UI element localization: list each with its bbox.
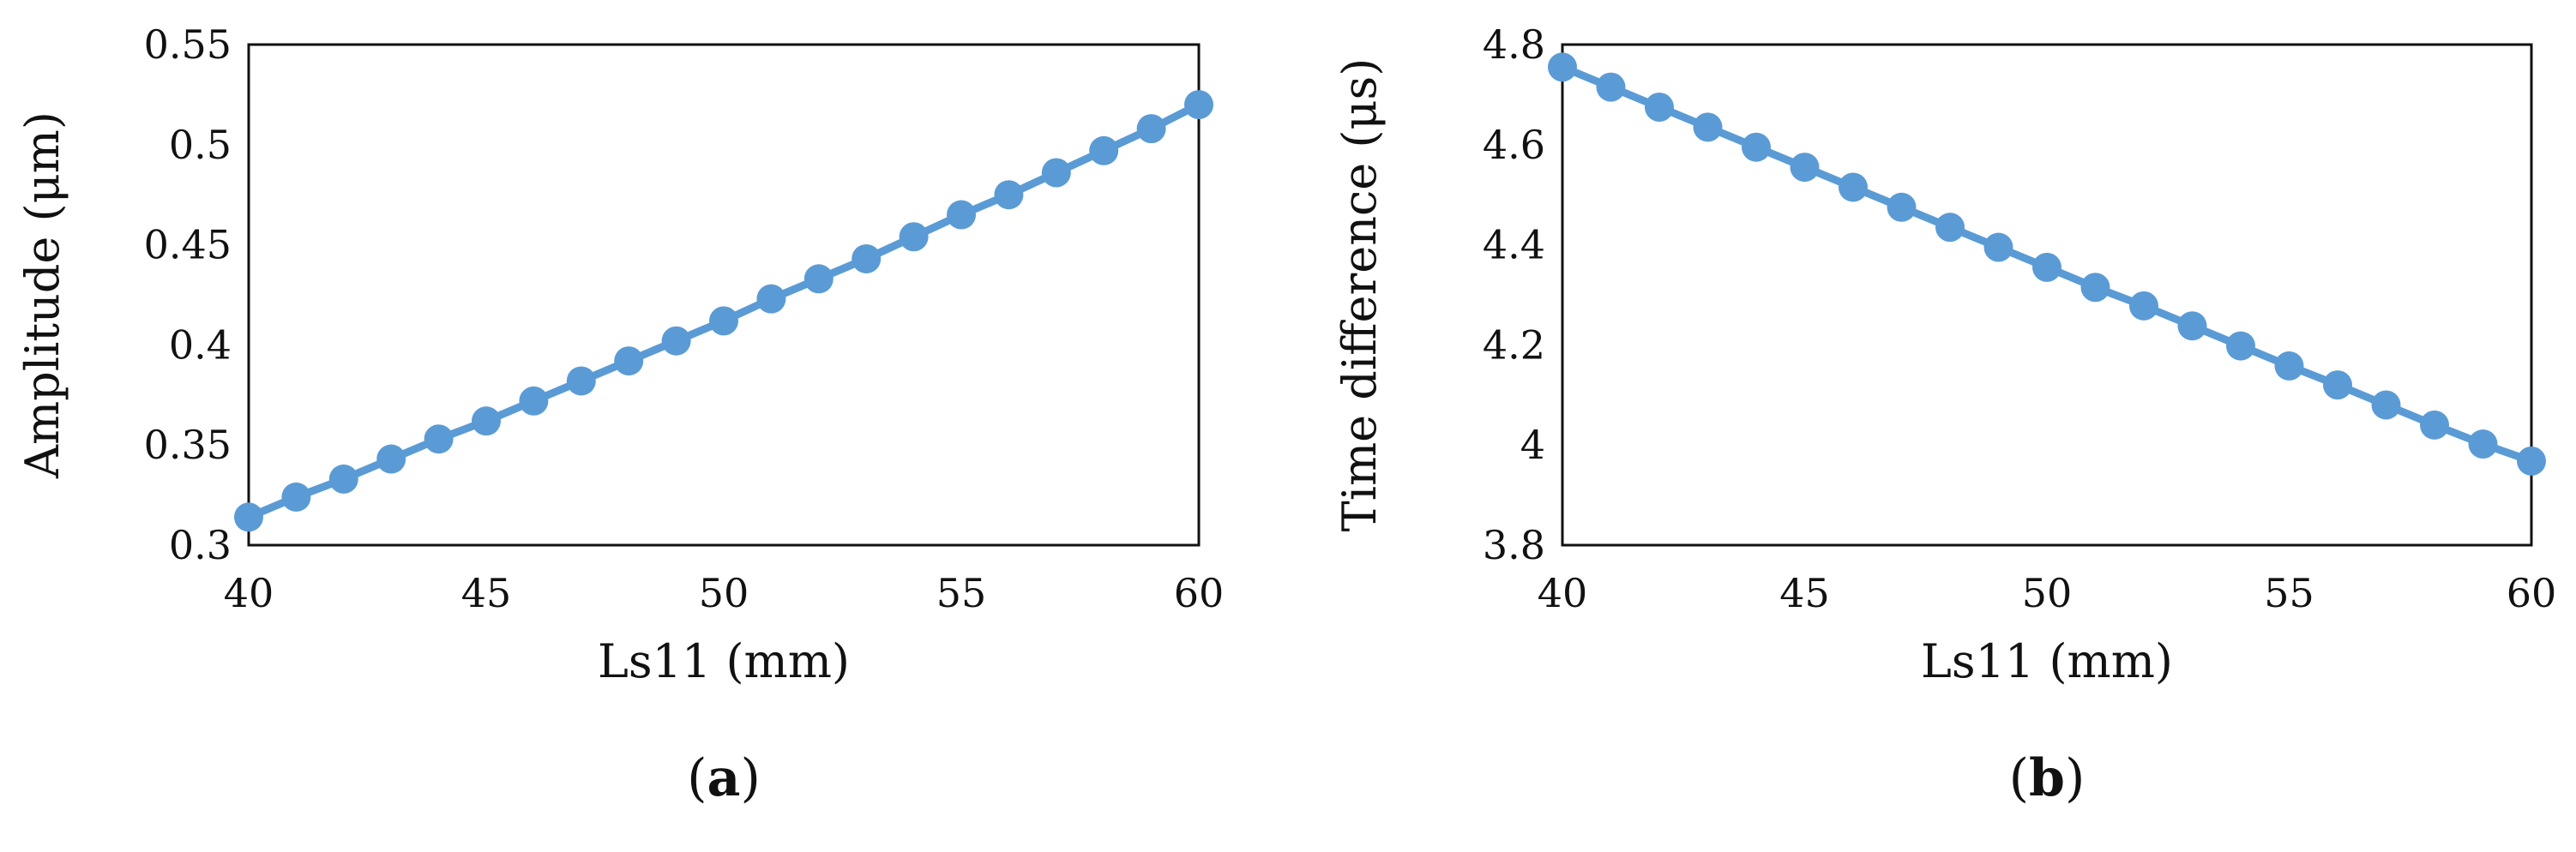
data-point bbox=[281, 482, 311, 512]
data-point bbox=[234, 502, 263, 532]
x-tick-label: 40 bbox=[224, 570, 274, 616]
data-point bbox=[328, 464, 358, 494]
data-point bbox=[2177, 311, 2207, 341]
panel-label: (b) bbox=[2009, 748, 2085, 808]
panel-label-close: ) bbox=[740, 748, 760, 808]
data-point bbox=[1596, 72, 1626, 102]
y-tick-label: 0.55 bbox=[144, 21, 232, 68]
data-point bbox=[2129, 291, 2158, 321]
data-point bbox=[2080, 273, 2110, 303]
plot-frame bbox=[1561, 43, 2533, 547]
plot-frame bbox=[247, 43, 1201, 547]
panel-label-letter: a bbox=[707, 748, 741, 808]
data-point bbox=[2323, 370, 2352, 400]
panel-label: (a) bbox=[687, 748, 761, 808]
data-point bbox=[2517, 446, 2546, 476]
data-point bbox=[2468, 429, 2498, 459]
panel-label-open: ( bbox=[2009, 748, 2029, 808]
data-point bbox=[614, 346, 644, 376]
chart-panel-a: 0.3 0.35 0.4 0.45 0.5 0.55 40 45 50 55 60 Ls11 (mm)… bbox=[15, 21, 1224, 808]
data-point bbox=[424, 424, 454, 454]
x-tick-label: 40 bbox=[1538, 570, 1588, 616]
data-point bbox=[994, 180, 1024, 210]
data-point bbox=[899, 222, 929, 252]
data-point bbox=[2032, 252, 2061, 282]
data-point bbox=[472, 406, 501, 436]
x-tick-label: 55 bbox=[936, 570, 987, 616]
x-tick-label: 50 bbox=[699, 570, 749, 616]
data-point bbox=[1790, 153, 1820, 183]
data-point bbox=[1136, 114, 1166, 144]
y-tick-label: 0.35 bbox=[144, 422, 232, 468]
y-tick-label: 0.45 bbox=[144, 222, 232, 268]
data-point bbox=[1548, 52, 1577, 82]
data-point bbox=[661, 326, 691, 356]
y-tick-label: 3.8 bbox=[1483, 522, 1545, 568]
data-point bbox=[1887, 192, 1917, 222]
data-point bbox=[1693, 112, 1723, 142]
y-tick-label: 0.5 bbox=[169, 122, 232, 168]
data-point bbox=[803, 264, 834, 294]
y-tick-label: 0.3 bbox=[169, 522, 232, 568]
panel-label-letter: b bbox=[2029, 748, 2065, 808]
data-point bbox=[947, 200, 976, 230]
data-point bbox=[1742, 132, 1771, 162]
x-axis-label: Ls11 (mm) bbox=[1921, 634, 2173, 688]
y-tick-label: 4.8 bbox=[1483, 21, 1545, 68]
y-tick-label: 4.4 bbox=[1483, 222, 1545, 268]
data-point bbox=[519, 386, 549, 416]
data-point bbox=[1041, 158, 1071, 188]
data-point bbox=[1839, 172, 1868, 202]
data-point bbox=[2226, 331, 2255, 361]
panel-label-close: ) bbox=[2065, 748, 2085, 808]
data-point bbox=[1935, 213, 1965, 243]
data-point bbox=[376, 444, 406, 474]
data-point bbox=[756, 284, 786, 314]
data-point bbox=[1645, 93, 1674, 122]
panel-label-open: ( bbox=[687, 748, 707, 808]
data-point bbox=[2274, 351, 2304, 381]
data-point bbox=[566, 366, 596, 396]
x-tick-label: 50 bbox=[2022, 570, 2073, 616]
x-axis-label: Ls11 (mm) bbox=[598, 634, 850, 688]
data-point bbox=[709, 306, 738, 336]
y-tick-label: 4.6 bbox=[1483, 122, 1545, 168]
data-point bbox=[1089, 135, 1119, 165]
y-tick-label: 4.2 bbox=[1483, 321, 1545, 368]
x-tick-label: 60 bbox=[1174, 570, 1225, 616]
y-tick-label: 0.4 bbox=[169, 321, 232, 368]
data-point bbox=[2420, 410, 2449, 440]
y-axis-label: Time difference (μs) bbox=[1333, 58, 1387, 532]
data-point bbox=[1983, 232, 2013, 262]
data-point bbox=[1184, 90, 1213, 120]
y-axis-label: Amplitude (μm) bbox=[15, 111, 69, 479]
x-tick-label: 45 bbox=[1779, 570, 1830, 616]
x-tick-label: 55 bbox=[2264, 570, 2314, 616]
x-tick-label: 45 bbox=[461, 570, 512, 616]
data-point bbox=[852, 243, 882, 273]
x-tick-label: 60 bbox=[2507, 570, 2557, 616]
chart-panel-b: 3.8 4 4.2 4.4 4.6 4.8 40 45 50 55 60 Ls11 (mm) Time … bbox=[1333, 21, 2556, 808]
data-point bbox=[2371, 390, 2401, 420]
y-tick-label: 4 bbox=[1520, 422, 1545, 468]
